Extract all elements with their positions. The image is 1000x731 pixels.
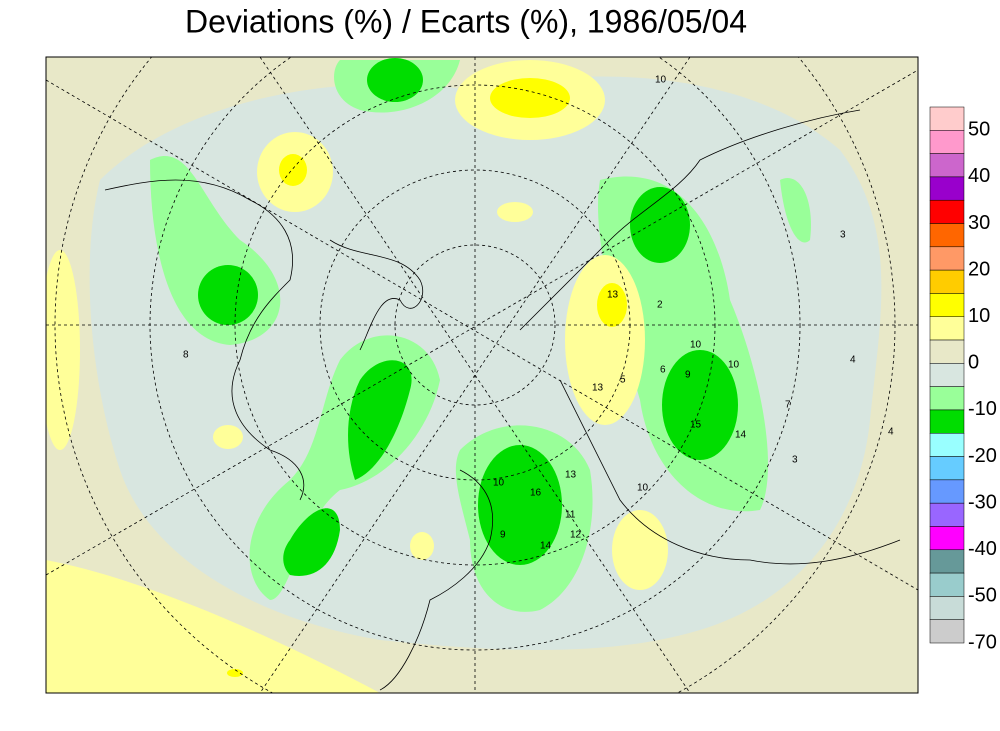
colorbar-swatch: [929, 456, 965, 481]
colorbar-swatch: [929, 479, 965, 504]
colorbar-swatch: [929, 619, 965, 644]
station-label: 9: [500, 530, 506, 541]
station-label: 12: [570, 530, 582, 541]
station-label: 6: [660, 365, 666, 376]
colorbar-swatch: [929, 176, 965, 201]
station-label: 11: [565, 510, 576, 521]
colorbar-swatch: [929, 106, 965, 131]
colorbar-tick-label: 30: [968, 212, 990, 234]
station-label: 10: [637, 483, 649, 494]
colorbar-tick-label: 20: [968, 258, 990, 280]
colorbar-swatch: [929, 199, 965, 224]
colorbar-swatch: [929, 433, 965, 457]
station-label: 9: [685, 370, 691, 381]
colorbar-swatch: [929, 269, 965, 294]
colorbar-swatch: [929, 316, 965, 341]
station-label: 10: [655, 75, 667, 86]
station-label: 3: [840, 230, 846, 241]
colorbar-tick-label: -50: [968, 585, 997, 607]
station-label: 4: [888, 427, 894, 438]
title: Deviations (%) / Ecarts (%), 1986/05/04: [185, 3, 747, 39]
colorbar: 50 40 30 20 10 0 -10 -20 -30 -40 -50 -70: [929, 106, 997, 653]
station-label: 16: [530, 488, 542, 499]
colorbar-tick-label: 50: [968, 119, 990, 141]
colorbar-tick-label: 0: [968, 352, 979, 374]
colorbar-swatch: [929, 596, 965, 620]
colorbar-swatch: [929, 502, 965, 527]
map: [46, 57, 918, 693]
station-label: 10: [493, 478, 505, 489]
colorbar-swatch: [929, 223, 965, 248]
station-label: 14: [540, 541, 552, 552]
colorbar-swatch: [929, 386, 965, 411]
station-label: 15: [690, 420, 702, 431]
colorbar-tick-label: -20: [968, 445, 997, 467]
colorbar-swatch: [929, 130, 965, 154]
colorbar-tick-label: 40: [968, 165, 990, 187]
colorbar-tick-label: -70: [968, 631, 997, 653]
station-label: 8: [183, 350, 189, 361]
colorbar-swatch: [929, 363, 965, 387]
station-label: 13: [565, 470, 577, 481]
colorbar-swatch: [929, 153, 965, 178]
colorbar-swatch: [929, 293, 965, 317]
station-label: 10: [728, 360, 740, 371]
station-label: 10: [690, 340, 702, 351]
station-label: 13: [592, 383, 604, 394]
station-label: 2: [657, 300, 663, 311]
colorbar-swatch: [929, 526, 965, 551]
colorbar-tick-label: 10: [968, 305, 990, 327]
colorbar-swatch: [929, 339, 965, 364]
station-label: 7: [785, 400, 791, 411]
colorbar-swatch: [929, 409, 965, 434]
map-frame: [45, 56, 919, 694]
station-label: 5: [620, 375, 626, 386]
station-labels: 10 9 15 14 10 6 13 2 5 13 10 12 14 9 11 10 16 13 4 3 8 7 3 4 10: [183, 75, 894, 552]
colorbar-tick-label: -30: [968, 491, 997, 513]
station-label: 14: [735, 430, 747, 441]
station-label: 13: [607, 290, 619, 301]
station-label: 3: [792, 455, 798, 466]
colorbar-tick-label: -40: [968, 538, 997, 560]
colorbar-swatch: [929, 572, 965, 597]
colorbar-tick-label: -10: [968, 398, 997, 420]
colorbar-swatch: [929, 246, 965, 271]
station-label: 4: [850, 355, 856, 366]
colorbar-swatch: [929, 549, 965, 574]
